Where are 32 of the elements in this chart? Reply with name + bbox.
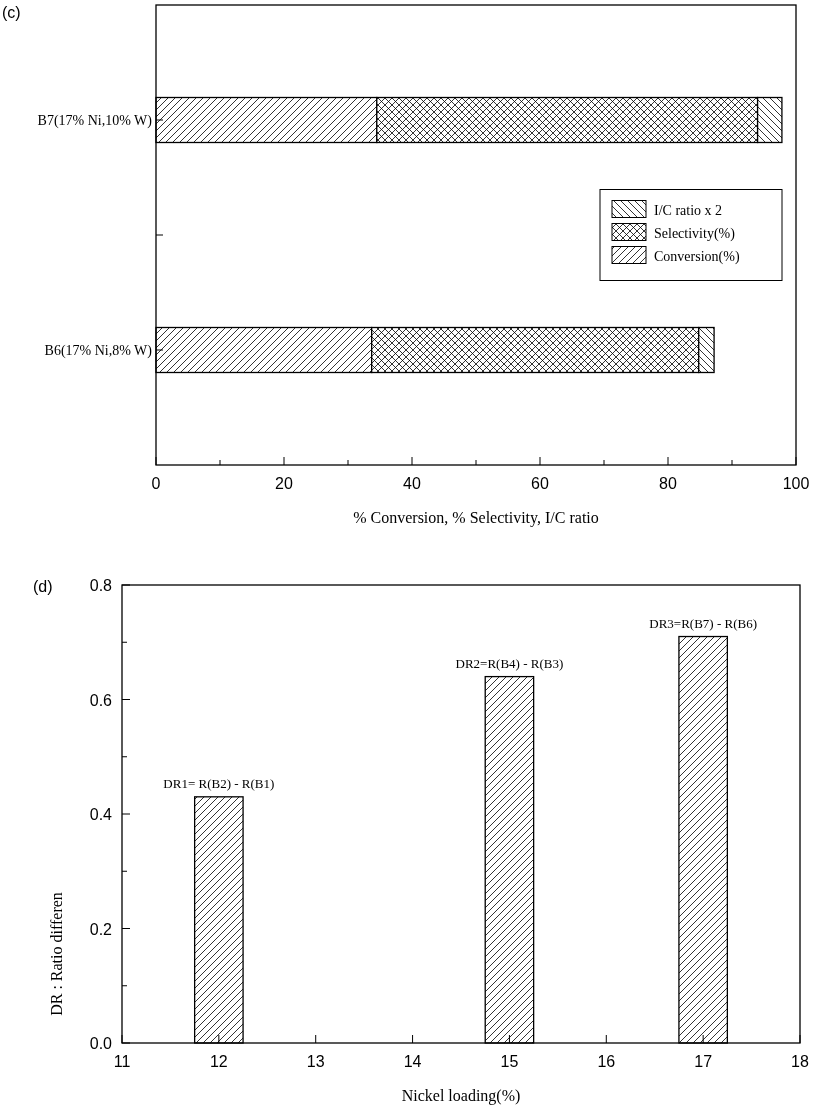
x-tick-label: 11 — [113, 1053, 131, 1070]
legend-label: Selectivity(%) — [654, 225, 736, 242]
x-tick-label: 18 — [791, 1053, 809, 1070]
x-tick-label: 14 — [403, 1053, 422, 1070]
y-axis-title: DR : Ratio differen — [48, 892, 65, 1016]
y-tick-label: B6(17% Ni,8% W) — [44, 343, 153, 359]
annotation: DR1= R(B2) - R(B1) — [163, 775, 275, 791]
y-tick-label: 0.6 — [89, 691, 113, 709]
x-axis-title: % Conversion, % Selectivity, I/C ratio — [353, 509, 599, 527]
x-tick-label: 16 — [597, 1053, 616, 1070]
x-tick-label: 100 — [782, 475, 810, 492]
annotation: DR3=R(B7) - R(B6) — [649, 615, 758, 631]
legend-label: I/C ratio x 2 — [654, 202, 723, 218]
x-tick-label: 12 — [209, 1053, 228, 1070]
x-tick-label: 80 — [659, 475, 677, 492]
legend-label: Conversion(%) — [654, 248, 740, 265]
y-tick-label: 0.0 — [89, 1035, 113, 1052]
x-tick-label: 0 — [151, 475, 161, 492]
y-tick-label: 0.2 — [89, 920, 113, 938]
x-axis-title: Nickel loading(%) — [401, 1087, 521, 1105]
x-tick-label: 13 — [306, 1053, 325, 1070]
y-tick-label: 0.4 — [89, 806, 113, 823]
x-tick-label: 60 — [531, 475, 549, 492]
annotation: DR2=R(B4) - R(B3) — [455, 655, 564, 671]
x-tick-label: 17 — [694, 1053, 713, 1070]
y-tick-label: B7(17% Ni,10% W) — [37, 113, 153, 129]
chart-title: (d) — [33, 578, 53, 595]
x-tick-label: 15 — [500, 1053, 519, 1070]
text: (c) — [2, 4, 21, 21]
x-tick-label: 40 — [403, 475, 421, 492]
y-tick-label: 0.8 — [89, 577, 113, 594]
x-tick-label: 20 — [275, 475, 293, 492]
